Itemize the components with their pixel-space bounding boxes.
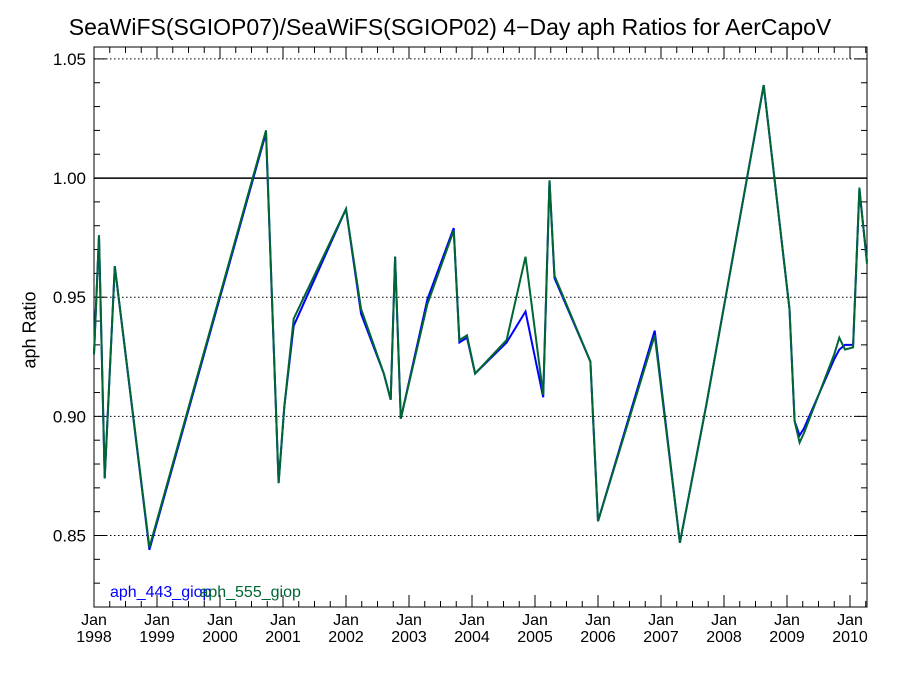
plot-frame bbox=[93, 46, 868, 608]
x-tick-year: 1999 bbox=[139, 629, 175, 646]
y-tick-label: 1.05 bbox=[53, 50, 86, 69]
x-tick-month: Jan bbox=[207, 612, 233, 629]
x-tick-year: 2003 bbox=[391, 629, 427, 646]
x-tick-year: 2002 bbox=[328, 629, 364, 646]
x-tick-month: Jan bbox=[144, 612, 170, 629]
x-tick-year: 1998 bbox=[76, 629, 112, 646]
x-tick-year: 2006 bbox=[580, 629, 616, 646]
x-tick-year: 2005 bbox=[517, 629, 553, 646]
x-tick-month: Jan bbox=[270, 612, 296, 629]
x-tick-month: Jan bbox=[648, 612, 674, 629]
chart-title: SeaWiFS(SGIOP07)/SeaWiFS(SGIOP02) 4−Day … bbox=[68, 14, 832, 40]
x-tick-month: Jan bbox=[711, 612, 737, 629]
x-tick-month: Jan bbox=[774, 612, 800, 629]
series-line-aph_555_giop bbox=[93, 84, 868, 548]
x-tick-month: Jan bbox=[837, 612, 863, 629]
x-tick-year: 2000 bbox=[202, 629, 238, 646]
y-tick-label: 0.95 bbox=[53, 288, 86, 307]
x-tick-year: 2001 bbox=[265, 629, 301, 646]
x-tick-year: 2008 bbox=[706, 629, 742, 646]
x-tick-month: Jan bbox=[459, 612, 485, 629]
x-tick-month: Jan bbox=[522, 612, 548, 629]
x-tick-year: 2010 bbox=[832, 629, 868, 646]
y-tick-label: 0.85 bbox=[53, 527, 86, 546]
legend-entry: aph_443_giop bbox=[110, 584, 212, 601]
x-tick-year: 2004 bbox=[454, 629, 490, 646]
legend-entry: aph_555_giop bbox=[199, 584, 301, 601]
x-tick-year: 2009 bbox=[769, 629, 805, 646]
x-tick-month: Jan bbox=[396, 612, 422, 629]
y-tick-label: 1.00 bbox=[53, 169, 86, 188]
x-tick-month: Jan bbox=[333, 612, 359, 629]
x-tick-year: 2007 bbox=[643, 629, 679, 646]
x-tick-month: Jan bbox=[81, 612, 107, 629]
x-tick-month: Jan bbox=[585, 612, 611, 629]
y-tick-label: 0.90 bbox=[53, 407, 86, 426]
